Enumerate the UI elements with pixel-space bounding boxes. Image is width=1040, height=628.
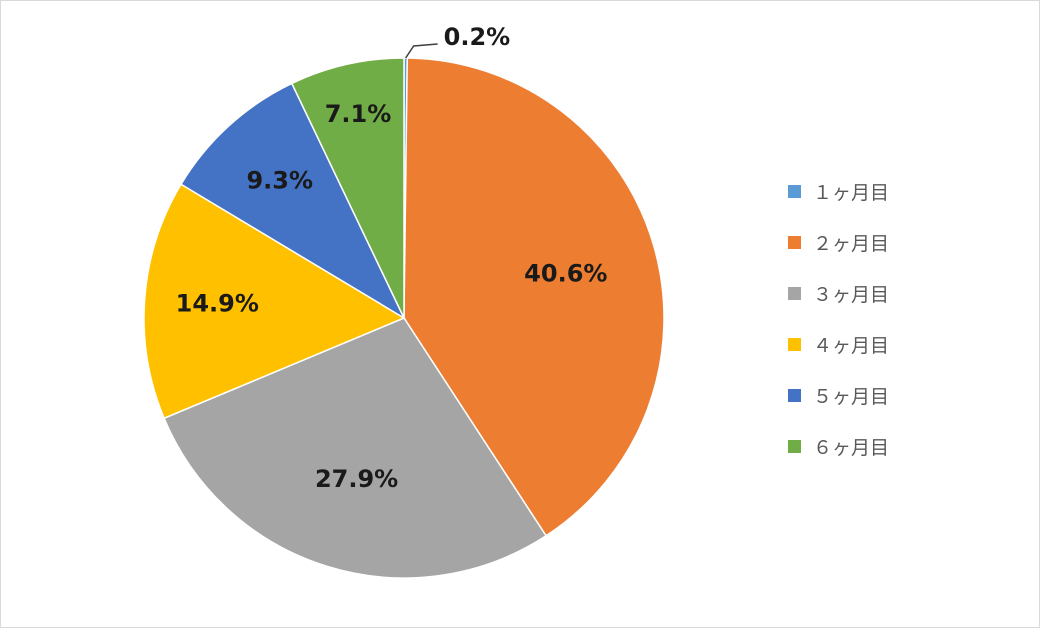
legend-swatch [788,338,801,351]
legend-item-4: ４ヶ月目 [788,319,889,370]
leader-line [405,43,438,59]
legend-item-1: １ヶ月目 [788,166,889,217]
legend-item-3: ３ヶ月目 [788,268,889,319]
legend-label: ６ヶ月目 [813,437,890,459]
legend-label: １ヶ月目 [813,182,890,204]
pie-slices [143,57,665,579]
pie-slice-4 [143,183,406,420]
legend-label: ２ヶ月目 [813,233,890,255]
data-label-6: 7.1% [325,100,392,128]
legend-swatch [788,287,801,300]
pie-data-labels: 0.2% 40.6% 27.9% 14.9% 9.3% 7.1% [176,23,608,493]
data-label-4: 14.9% [176,289,259,317]
chart-legend: １ヶ月目 ２ヶ月目 ３ヶ月目 ４ヶ月目 ５ヶ月目 ６ヶ月目 [788,166,889,472]
data-label-3: 27.9% [315,465,398,493]
pie-slice-5 [180,82,406,320]
legend-swatch [788,440,801,453]
pie-slice-3 [163,317,548,579]
legend-label: ４ヶ月目 [813,335,890,357]
legend-item-2: ２ヶ月目 [788,217,889,268]
legend-swatch [788,236,801,249]
legend-item-6: ６ヶ月目 [788,421,889,472]
legend-label: ５ヶ月目 [813,386,890,408]
legend-label: ３ヶ月目 [813,284,890,306]
data-label-2: 40.6% [524,259,607,287]
legend-item-5: ５ヶ月目 [788,370,889,421]
pie-slice-6 [290,57,405,319]
legend-swatch [788,389,801,402]
data-label-5: 9.3% [246,166,313,194]
legend-swatch [788,185,801,198]
data-label-1: 0.2% [444,23,511,51]
